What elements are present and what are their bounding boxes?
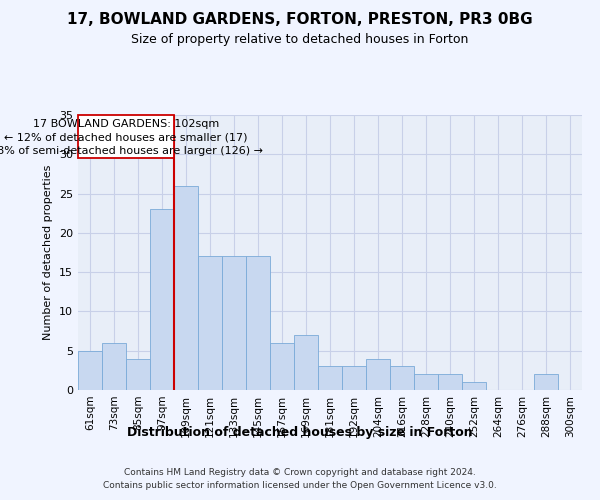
- Text: 88% of semi-detached houses are larger (126) →: 88% of semi-detached houses are larger (…: [0, 146, 263, 156]
- Bar: [150, 210, 174, 390]
- Bar: [534, 374, 558, 390]
- Bar: [222, 256, 246, 390]
- Bar: [414, 374, 438, 390]
- Bar: [318, 366, 342, 390]
- Bar: [438, 374, 462, 390]
- Y-axis label: Number of detached properties: Number of detached properties: [43, 165, 53, 340]
- Bar: [246, 256, 270, 390]
- Bar: [294, 335, 318, 390]
- Text: Contains HM Land Registry data © Crown copyright and database right 2024.: Contains HM Land Registry data © Crown c…: [124, 468, 476, 477]
- Bar: [102, 343, 126, 390]
- Bar: [366, 358, 390, 390]
- Text: 17 BOWLAND GARDENS: 102sqm: 17 BOWLAND GARDENS: 102sqm: [33, 118, 219, 128]
- Bar: [78, 350, 102, 390]
- Text: ← 12% of detached houses are smaller (17): ← 12% of detached houses are smaller (17…: [4, 132, 248, 142]
- Bar: [270, 343, 294, 390]
- Text: Contains public sector information licensed under the Open Government Licence v3: Contains public sector information licen…: [103, 482, 497, 490]
- Text: 17, BOWLAND GARDENS, FORTON, PRESTON, PR3 0BG: 17, BOWLAND GARDENS, FORTON, PRESTON, PR…: [67, 12, 533, 28]
- Bar: [462, 382, 486, 390]
- Bar: [198, 256, 222, 390]
- Text: Size of property relative to detached houses in Forton: Size of property relative to detached ho…: [131, 34, 469, 46]
- FancyBboxPatch shape: [78, 115, 174, 158]
- Bar: [390, 366, 414, 390]
- Bar: [126, 358, 150, 390]
- Bar: [174, 186, 198, 390]
- Text: Distribution of detached houses by size in Forton: Distribution of detached houses by size …: [127, 426, 473, 439]
- Bar: [342, 366, 366, 390]
